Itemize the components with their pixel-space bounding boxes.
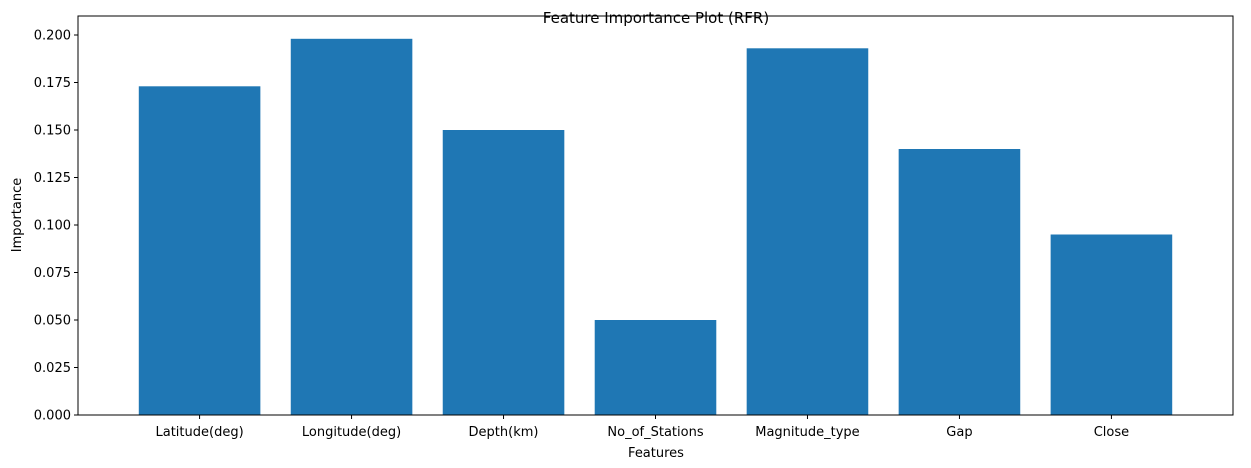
- bar-4: [746, 48, 869, 416]
- y-tick-label: 0.000: [34, 409, 71, 424]
- y-tick-label: 0.125: [34, 171, 71, 186]
- y-tick-label: 0.075: [34, 266, 71, 281]
- y-axis: 0.000 0.025 0.050 0.075 0.100 0.125 0.150 0.175…: [34, 29, 78, 424]
- x-axis-label: Features: [628, 446, 684, 461]
- bar-1: [290, 38, 413, 416]
- x-tick-label: Gap: [946, 425, 972, 440]
- x-tick-label: No_of_Stations: [607, 425, 703, 440]
- y-tick-label: 0.100: [34, 219, 71, 234]
- x-tick-label: Magnitude_type: [755, 425, 859, 440]
- x-tick-label: Close: [1094, 425, 1129, 440]
- y-axis-label: Importance: [10, 178, 25, 253]
- y-tick-label: 0.050: [34, 314, 71, 329]
- bar-6: [1050, 234, 1173, 415]
- x-axis: Latitude(deg) Longitude(deg) Depth(km) No_o…: [156, 415, 1129, 440]
- bars-group: [138, 38, 1173, 416]
- x-tick-label: Depth(km): [469, 425, 539, 440]
- chart-title: Feature Importance Plot (RFR): [543, 9, 769, 27]
- y-tick-label: 0.175: [34, 76, 71, 91]
- bar-5: [898, 149, 1021, 415]
- y-tick-label: 0.025: [34, 361, 71, 376]
- bar-2: [442, 130, 565, 415]
- x-tick-label: Latitude(deg): [156, 425, 244, 440]
- y-tick-label: 0.200: [34, 29, 71, 44]
- bar-3: [594, 320, 717, 415]
- y-tick-label: 0.150: [34, 124, 71, 139]
- x-tick-label: Longitude(deg): [302, 425, 401, 440]
- bar-0: [138, 86, 261, 416]
- plot-frame: [77, 15, 1234, 416]
